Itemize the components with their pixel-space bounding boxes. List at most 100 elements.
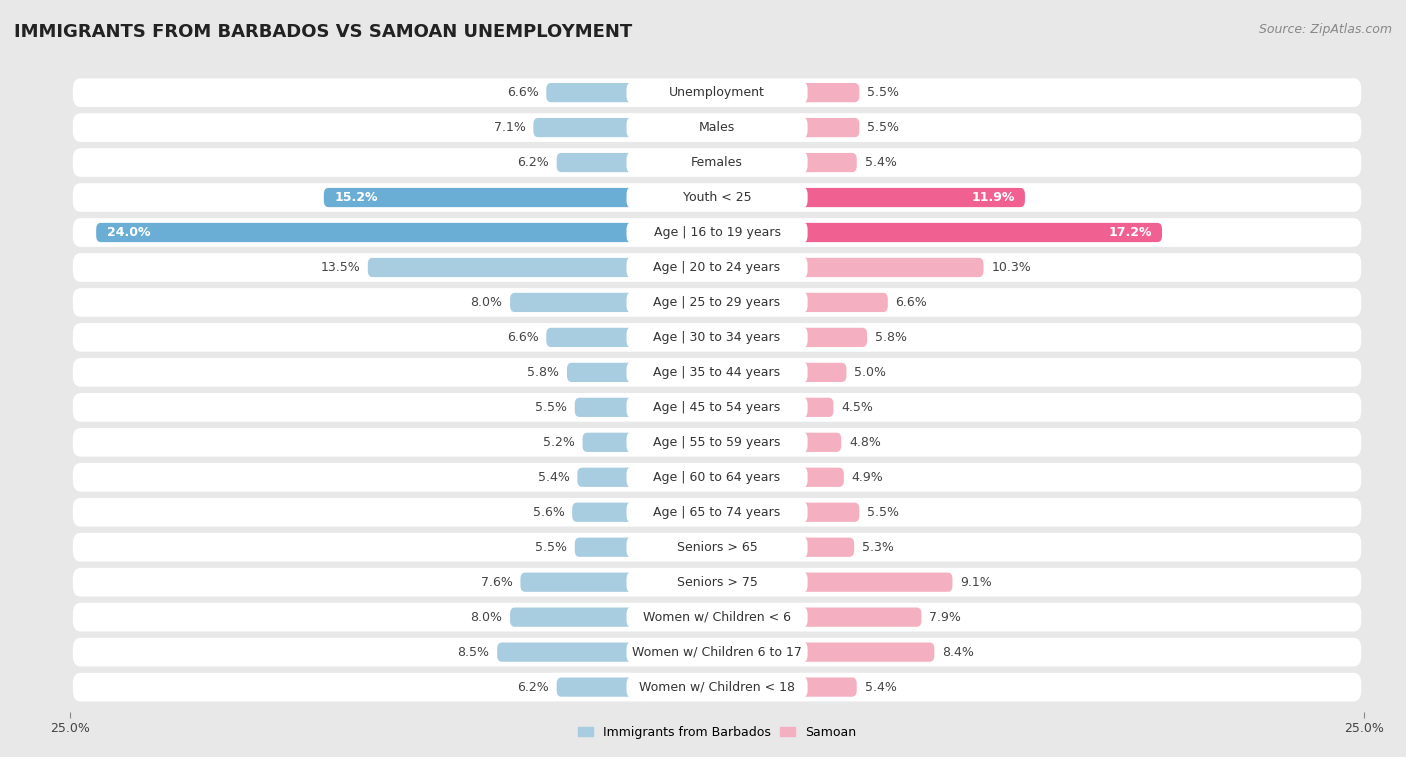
- Text: 8.0%: 8.0%: [471, 296, 502, 309]
- Text: Unemployment: Unemployment: [669, 86, 765, 99]
- FancyBboxPatch shape: [627, 187, 807, 208]
- Text: 4.5%: 4.5%: [841, 401, 873, 414]
- FancyBboxPatch shape: [557, 153, 717, 172]
- Text: Age | 25 to 29 years: Age | 25 to 29 years: [654, 296, 780, 309]
- Text: Age | 35 to 44 years: Age | 35 to 44 years: [654, 366, 780, 378]
- Text: 5.8%: 5.8%: [527, 366, 560, 378]
- FancyBboxPatch shape: [73, 218, 1361, 247]
- FancyBboxPatch shape: [498, 643, 717, 662]
- FancyBboxPatch shape: [510, 293, 717, 312]
- FancyBboxPatch shape: [627, 537, 807, 558]
- Text: 6.6%: 6.6%: [506, 331, 538, 344]
- Text: Age | 20 to 24 years: Age | 20 to 24 years: [654, 261, 780, 274]
- Text: Seniors > 65: Seniors > 65: [676, 540, 758, 553]
- FancyBboxPatch shape: [73, 253, 1361, 282]
- Text: Age | 65 to 74 years: Age | 65 to 74 years: [654, 506, 780, 519]
- Text: Age | 55 to 59 years: Age | 55 to 59 years: [654, 436, 780, 449]
- FancyBboxPatch shape: [73, 638, 1361, 666]
- Text: 5.6%: 5.6%: [533, 506, 564, 519]
- FancyBboxPatch shape: [533, 118, 717, 137]
- FancyBboxPatch shape: [627, 431, 807, 453]
- FancyBboxPatch shape: [572, 503, 717, 522]
- FancyBboxPatch shape: [582, 433, 717, 452]
- Text: Source: ZipAtlas.com: Source: ZipAtlas.com: [1258, 23, 1392, 36]
- Text: 8.5%: 8.5%: [457, 646, 489, 659]
- Text: 4.9%: 4.9%: [852, 471, 883, 484]
- Text: 5.8%: 5.8%: [875, 331, 907, 344]
- Text: Youth < 25: Youth < 25: [683, 191, 751, 204]
- FancyBboxPatch shape: [96, 223, 717, 242]
- Text: 9.1%: 9.1%: [960, 575, 993, 589]
- FancyBboxPatch shape: [547, 83, 717, 102]
- FancyBboxPatch shape: [73, 498, 1361, 527]
- Text: 8.0%: 8.0%: [471, 611, 502, 624]
- FancyBboxPatch shape: [575, 537, 717, 557]
- FancyBboxPatch shape: [73, 358, 1361, 387]
- FancyBboxPatch shape: [73, 114, 1361, 142]
- FancyBboxPatch shape: [627, 117, 807, 139]
- FancyBboxPatch shape: [717, 503, 859, 522]
- FancyBboxPatch shape: [717, 433, 841, 452]
- FancyBboxPatch shape: [627, 641, 807, 663]
- FancyBboxPatch shape: [73, 603, 1361, 631]
- FancyBboxPatch shape: [73, 673, 1361, 702]
- Text: 17.2%: 17.2%: [1108, 226, 1152, 239]
- Text: 13.5%: 13.5%: [321, 261, 360, 274]
- Text: IMMIGRANTS FROM BARBADOS VS SAMOAN UNEMPLOYMENT: IMMIGRANTS FROM BARBADOS VS SAMOAN UNEMP…: [14, 23, 633, 41]
- Text: 4.8%: 4.8%: [849, 436, 882, 449]
- Text: Women w/ Children < 6: Women w/ Children < 6: [643, 611, 792, 624]
- Text: Age | 60 to 64 years: Age | 60 to 64 years: [654, 471, 780, 484]
- Text: 5.5%: 5.5%: [868, 121, 898, 134]
- Text: 15.2%: 15.2%: [335, 191, 378, 204]
- Text: 11.9%: 11.9%: [972, 191, 1015, 204]
- FancyBboxPatch shape: [627, 606, 807, 628]
- Text: Males: Males: [699, 121, 735, 134]
- FancyBboxPatch shape: [627, 82, 807, 103]
- Text: 5.4%: 5.4%: [537, 471, 569, 484]
- Text: 6.2%: 6.2%: [517, 681, 548, 693]
- FancyBboxPatch shape: [717, 537, 855, 557]
- FancyBboxPatch shape: [717, 118, 859, 137]
- Text: 5.0%: 5.0%: [855, 366, 886, 378]
- FancyBboxPatch shape: [578, 468, 717, 487]
- FancyBboxPatch shape: [717, 328, 868, 347]
- FancyBboxPatch shape: [717, 293, 887, 312]
- FancyBboxPatch shape: [557, 678, 717, 696]
- Text: 5.5%: 5.5%: [868, 86, 898, 99]
- FancyBboxPatch shape: [717, 468, 844, 487]
- FancyBboxPatch shape: [627, 327, 807, 348]
- Text: Women w/ Children < 18: Women w/ Children < 18: [640, 681, 794, 693]
- Text: 5.4%: 5.4%: [865, 681, 897, 693]
- Text: 5.4%: 5.4%: [865, 156, 897, 169]
- Text: 7.9%: 7.9%: [929, 611, 962, 624]
- FancyBboxPatch shape: [73, 183, 1361, 212]
- Text: 5.5%: 5.5%: [536, 401, 567, 414]
- Text: 8.4%: 8.4%: [942, 646, 974, 659]
- Text: 10.3%: 10.3%: [991, 261, 1031, 274]
- FancyBboxPatch shape: [73, 463, 1361, 491]
- Text: 6.2%: 6.2%: [517, 156, 548, 169]
- FancyBboxPatch shape: [717, 572, 952, 592]
- FancyBboxPatch shape: [627, 502, 807, 523]
- FancyBboxPatch shape: [717, 83, 859, 102]
- FancyBboxPatch shape: [73, 78, 1361, 107]
- FancyBboxPatch shape: [717, 363, 846, 382]
- FancyBboxPatch shape: [717, 608, 921, 627]
- FancyBboxPatch shape: [627, 257, 807, 278]
- Text: Women w/ Children 6 to 17: Women w/ Children 6 to 17: [633, 646, 801, 659]
- FancyBboxPatch shape: [73, 323, 1361, 352]
- Text: 5.3%: 5.3%: [862, 540, 894, 553]
- FancyBboxPatch shape: [627, 291, 807, 313]
- FancyBboxPatch shape: [567, 363, 717, 382]
- FancyBboxPatch shape: [368, 258, 717, 277]
- FancyBboxPatch shape: [717, 188, 1025, 207]
- FancyBboxPatch shape: [547, 328, 717, 347]
- Text: 6.6%: 6.6%: [896, 296, 928, 309]
- FancyBboxPatch shape: [520, 572, 717, 592]
- FancyBboxPatch shape: [717, 258, 984, 277]
- Text: Females: Females: [692, 156, 742, 169]
- FancyBboxPatch shape: [627, 677, 807, 698]
- Text: 24.0%: 24.0%: [107, 226, 150, 239]
- Text: 7.6%: 7.6%: [481, 575, 513, 589]
- FancyBboxPatch shape: [717, 223, 1161, 242]
